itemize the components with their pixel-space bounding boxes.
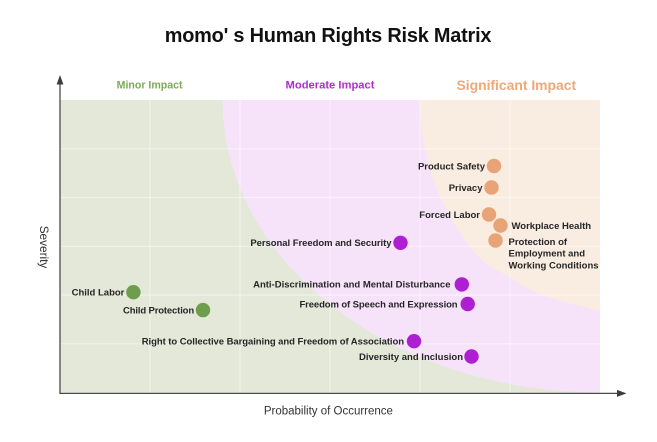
svg-text:momo' s Human Rights Risk Matr: momo' s Human Rights Risk Matrix (165, 25, 492, 47)
svg-text:Child Protection: Child Protection (123, 305, 194, 316)
svg-text:Right to Collective Bargaining: Right to Collective Bargaining and Freed… (142, 337, 405, 348)
svg-text:Child Labor: Child Labor (72, 288, 125, 299)
svg-text:Significant Impact: Significant Impact (456, 77, 576, 93)
svg-text:Personal Freedom and Security: Personal Freedom and Security (250, 238, 392, 249)
svg-text:Minor Impact: Minor Impact (117, 80, 183, 92)
svg-text:Moderate Impact: Moderate Impact (286, 80, 375, 92)
svg-text:Employment and: Employment and (509, 249, 586, 260)
svg-text:Forced Labor: Forced Labor (419, 210, 480, 221)
svg-text:Privacy: Privacy (449, 183, 484, 194)
svg-text:Protection of: Protection of (509, 237, 568, 248)
svg-text:Anti-Discrimination and Mental: Anti-Discrimination and Mental Disturban… (253, 280, 450, 291)
svg-text:Working Conditions: Working Conditions (509, 261, 599, 272)
svg-text:Freedom of Speech and Expressi: Freedom of Speech and Expression (299, 299, 457, 310)
svg-text:Probability of Occurrence: Probability of Occurrence (264, 406, 393, 418)
svg-text:Product Safety: Product Safety (418, 161, 486, 172)
svg-text:Workplace Health: Workplace Health (512, 221, 592, 232)
svg-text:Diversity and Inclusion: Diversity and Inclusion (359, 352, 463, 363)
svg-text:Severity: Severity (37, 226, 51, 269)
